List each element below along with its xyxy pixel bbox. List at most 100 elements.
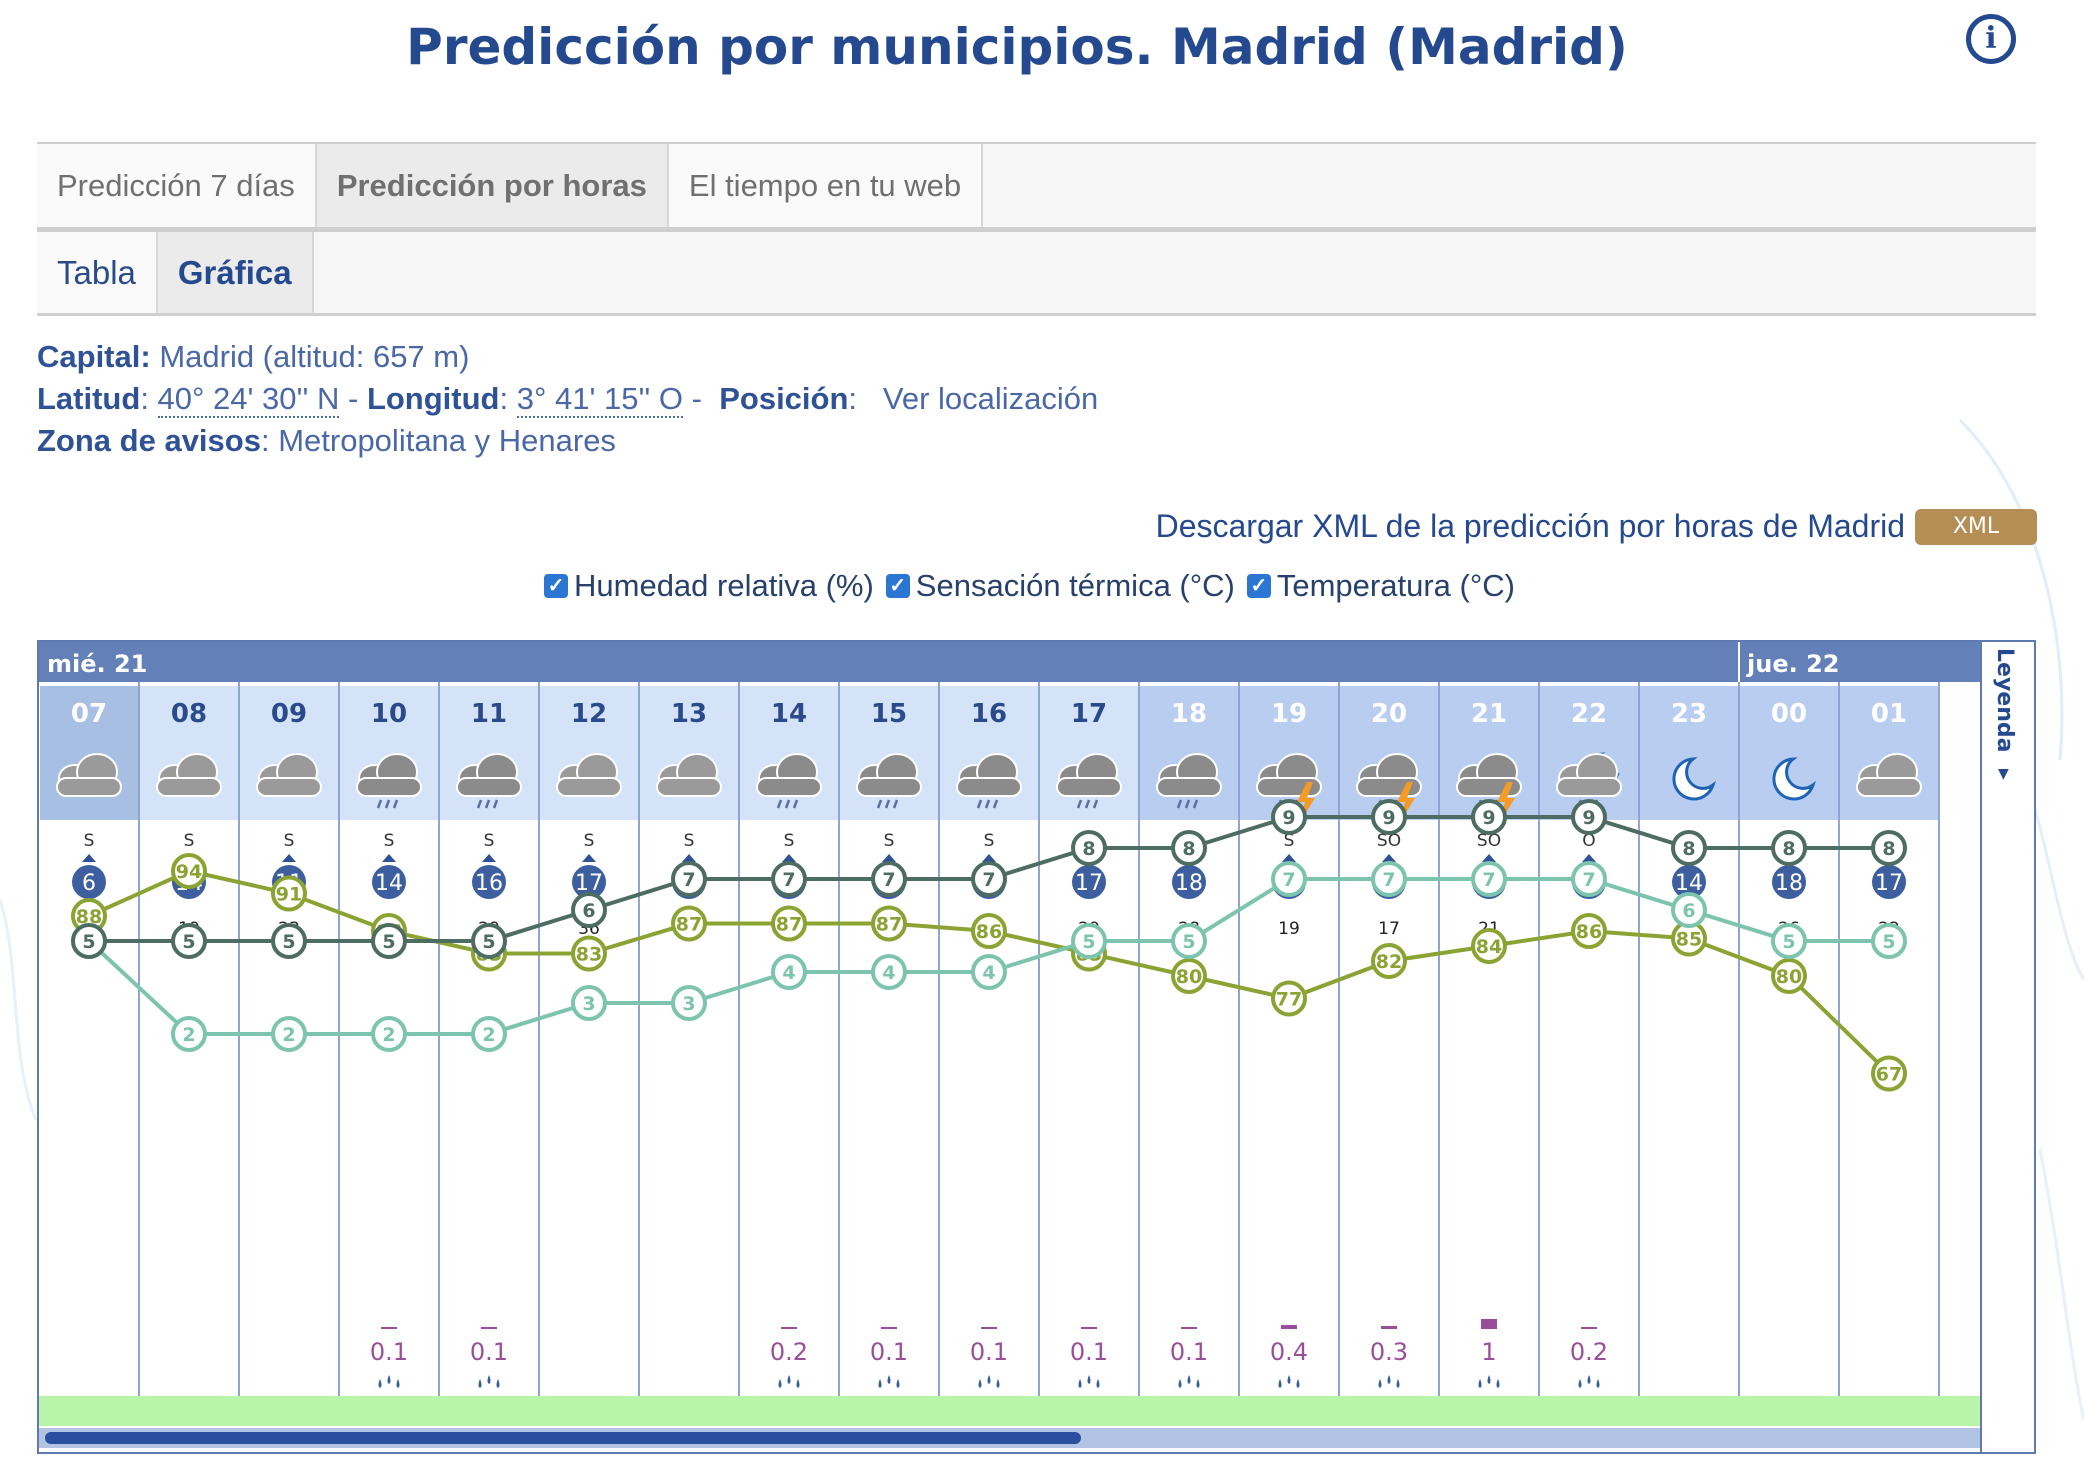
wind-speed-badge [1772, 865, 1806, 899]
hour-label: 01 [1871, 699, 1907, 729]
rain-drops-icon [378, 1375, 400, 1388]
wind-speed: 18 [1775, 871, 1803, 896]
temperature-label: 5 [82, 931, 95, 953]
precip-bar [1181, 1327, 1197, 1329]
tab-prediccion-por-horas[interactable]: Predicción por horas [316, 144, 669, 227]
rain-drops-icon [1078, 1375, 1100, 1388]
feels-like-label: 5 [1182, 931, 1195, 953]
rain-drops-icon [1578, 1375, 1600, 1388]
precip-value: 0.3 [1370, 1338, 1408, 1366]
precip-value: 0.4 [1270, 1338, 1308, 1366]
temperature-point [871, 861, 907, 897]
humidity-label: 67 [1876, 1064, 1902, 1086]
cloud-part [456, 777, 522, 797]
lightning-bolt [1397, 782, 1415, 824]
humidity-label: 87 [676, 914, 702, 936]
feels-like-label: 4 [882, 962, 895, 984]
hour-header-cell [240, 686, 338, 820]
tab-el-tiempo-en-tu-web[interactable]: El tiempo en tu web [668, 144, 984, 227]
rain-drop [1287, 1375, 1291, 1384]
rain-drops-icon [478, 1375, 500, 1388]
temperature-label: 8 [1082, 838, 1095, 860]
rain-lines [776, 799, 799, 809]
wind-speed-badge [1872, 865, 1906, 899]
humidity-label: 86 [976, 921, 1002, 943]
temperature-toggle[interactable]: ✓ Temperatura (°C) [1246, 568, 1515, 604]
wind-speed: 14 [1675, 871, 1703, 896]
temperature-label: 5 [382, 931, 395, 953]
hour-header-cell [840, 686, 938, 820]
humidity-toggle[interactable]: ✓ Humedad relativa (%) [544, 568, 874, 604]
tab-prediccion-7-dias[interactable]: Predicción 7 días [37, 144, 317, 227]
humidity-point [171, 853, 207, 889]
humidity-point [1871, 1055, 1907, 1092]
rain-drop [887, 1375, 891, 1384]
info-icon[interactable]: i [1966, 14, 2016, 64]
rain-lines [876, 799, 899, 809]
temperature-point [371, 923, 407, 959]
day-label: mié. 21 [47, 650, 147, 678]
checkbox-checked-icon[interactable]: ✓ [544, 574, 568, 598]
wind-speed: 14 [375, 871, 403, 896]
temperature-point [1571, 799, 1607, 835]
xml-button[interactable]: XML [1915, 508, 2037, 545]
precip-bar [1081, 1327, 1097, 1329]
wind-speed-badge [572, 865, 606, 899]
hour-label: 17 [1071, 699, 1107, 729]
tab-tabla[interactable]: Tabla [37, 232, 158, 313]
wind-speed-badge [372, 865, 406, 899]
precip-value: 0.1 [1170, 1338, 1208, 1366]
temperature-label: 8 [1782, 838, 1795, 860]
feels-like-point [971, 954, 1007, 990]
precip-bar [381, 1327, 397, 1329]
wind-arrow-icon [1482, 854, 1496, 862]
rain-drop [1087, 1375, 1091, 1384]
temperature-point [1871, 830, 1907, 866]
hour-label: 21 [1471, 699, 1507, 729]
longitude-value: 3° 41' 15'' O [516, 381, 684, 418]
wind-direction: S [84, 831, 95, 851]
download-xml-link[interactable]: Descargar XML de la predicción por horas… [1155, 508, 1905, 544]
legend-tab[interactable]: Leyenda ▼ [1980, 642, 2034, 1452]
wind-speed-badge [72, 865, 106, 899]
checkbox-checked-icon[interactable]: ✓ [885, 574, 910, 598]
hour-label: 20 [1371, 699, 1407, 729]
hour-header-cell [140, 686, 238, 820]
wind-direction: S [484, 831, 495, 851]
tab-grafica[interactable]: Gráfica [157, 232, 314, 313]
precip-value: 0.1 [1070, 1338, 1108, 1366]
rain-drops-icon [878, 1375, 900, 1388]
cloud-part [956, 777, 1022, 797]
cloudy-icon [656, 753, 722, 797]
download-row: Descargar XML de la predicción por horas… [1156, 508, 2037, 545]
hour-header-cell [1340, 686, 1438, 820]
position-link[interactable]: Ver localización [882, 381, 1099, 416]
checkbox-checked-icon[interactable]: ✓ [1246, 574, 1271, 598]
hour-label: 11 [471, 699, 507, 729]
temperature-point [1371, 799, 1407, 835]
wind-arrow-icon [882, 854, 896, 862]
rain-drop [487, 1375, 491, 1384]
rain-drops-icon [778, 1375, 800, 1388]
position-label: Posición [719, 381, 849, 416]
feels-like-label: 2 [382, 1024, 395, 1046]
cloudy-icon [256, 753, 322, 797]
scrollbar-thumb[interactable] [45, 1432, 1081, 1444]
cloud-part [156, 777, 222, 797]
humidity-point [1371, 943, 1407, 979]
rain-drop [496, 1379, 500, 1388]
feels-like-toggle[interactable]: ✓ Sensación térmica (°C) [885, 568, 1235, 604]
humidity-point [1271, 980, 1307, 1017]
cloud-part [1256, 777, 1322, 797]
hour-header-cell [640, 686, 738, 820]
cloud-part [1056, 777, 1122, 797]
hour-header-cell [1540, 686, 1638, 820]
cloudy-icon [1856, 753, 1922, 797]
hour-label: 09 [271, 699, 307, 729]
feels-like-point [371, 1016, 407, 1052]
feels-like-label: 7 [1582, 869, 1595, 891]
rain-drop [796, 1379, 800, 1388]
legend-label: Leyenda [1992, 648, 2017, 753]
temperature-label: 9 [1482, 807, 1495, 829]
current-hour-highlight [40, 686, 138, 820]
